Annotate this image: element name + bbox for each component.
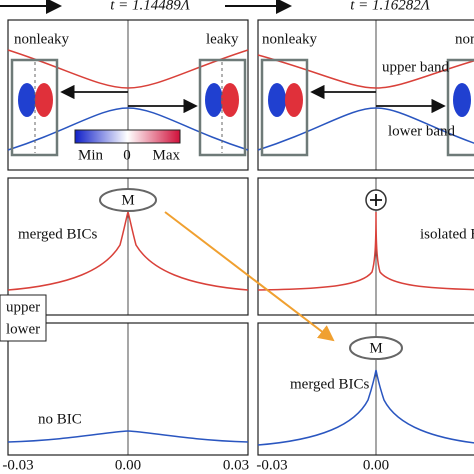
field-map xyxy=(205,83,223,117)
colorbar-label: 0 xyxy=(123,147,131,163)
arrow xyxy=(164,211,335,342)
colorbar xyxy=(74,129,181,144)
field-map xyxy=(35,83,53,117)
curve xyxy=(7,430,249,443)
field-map xyxy=(18,83,36,117)
marker xyxy=(99,188,157,212)
label: merged BICs xyxy=(18,226,97,242)
label: no BIC xyxy=(38,411,82,427)
field-box xyxy=(10,58,59,157)
x-tick-label: -0.03 xyxy=(256,457,287,473)
marker-label: M xyxy=(369,340,382,356)
field-box xyxy=(260,58,309,157)
legend-label: lower xyxy=(6,321,40,337)
field-map xyxy=(453,83,471,117)
label: merged BICs xyxy=(290,376,369,392)
marker xyxy=(370,194,382,206)
field-map xyxy=(268,83,286,117)
panel xyxy=(257,19,474,171)
label: upper band xyxy=(382,59,450,75)
legend xyxy=(0,294,47,342)
x-tick-label: 0.03 xyxy=(223,457,249,473)
label: nonleaky xyxy=(262,31,317,47)
label: isolated BIC xyxy=(420,226,474,242)
label: nonleaky xyxy=(14,31,69,47)
field-box xyxy=(446,58,474,157)
title: t = 1.14489Λ xyxy=(110,0,190,13)
marker xyxy=(349,336,403,360)
panel xyxy=(257,177,474,316)
x-tick-label: -0.03 xyxy=(2,457,33,473)
legend-label: upper xyxy=(6,299,40,315)
field-box xyxy=(198,58,247,157)
panel xyxy=(257,322,474,456)
field-map xyxy=(221,83,239,117)
title: t = 1.16282Λ xyxy=(350,0,430,13)
label: leaky xyxy=(206,31,239,47)
x-tick-label: 0.00 xyxy=(115,457,141,473)
marker-label: M xyxy=(121,192,134,208)
field-map xyxy=(285,83,303,117)
label: lower band xyxy=(388,123,456,139)
colorbar-label: Min xyxy=(78,147,104,163)
colorbar-label: Max xyxy=(153,147,181,163)
curve xyxy=(257,369,474,446)
curve xyxy=(257,211,474,291)
x-tick-label: 0.00 xyxy=(363,457,389,473)
label: nonleaky xyxy=(455,31,474,47)
